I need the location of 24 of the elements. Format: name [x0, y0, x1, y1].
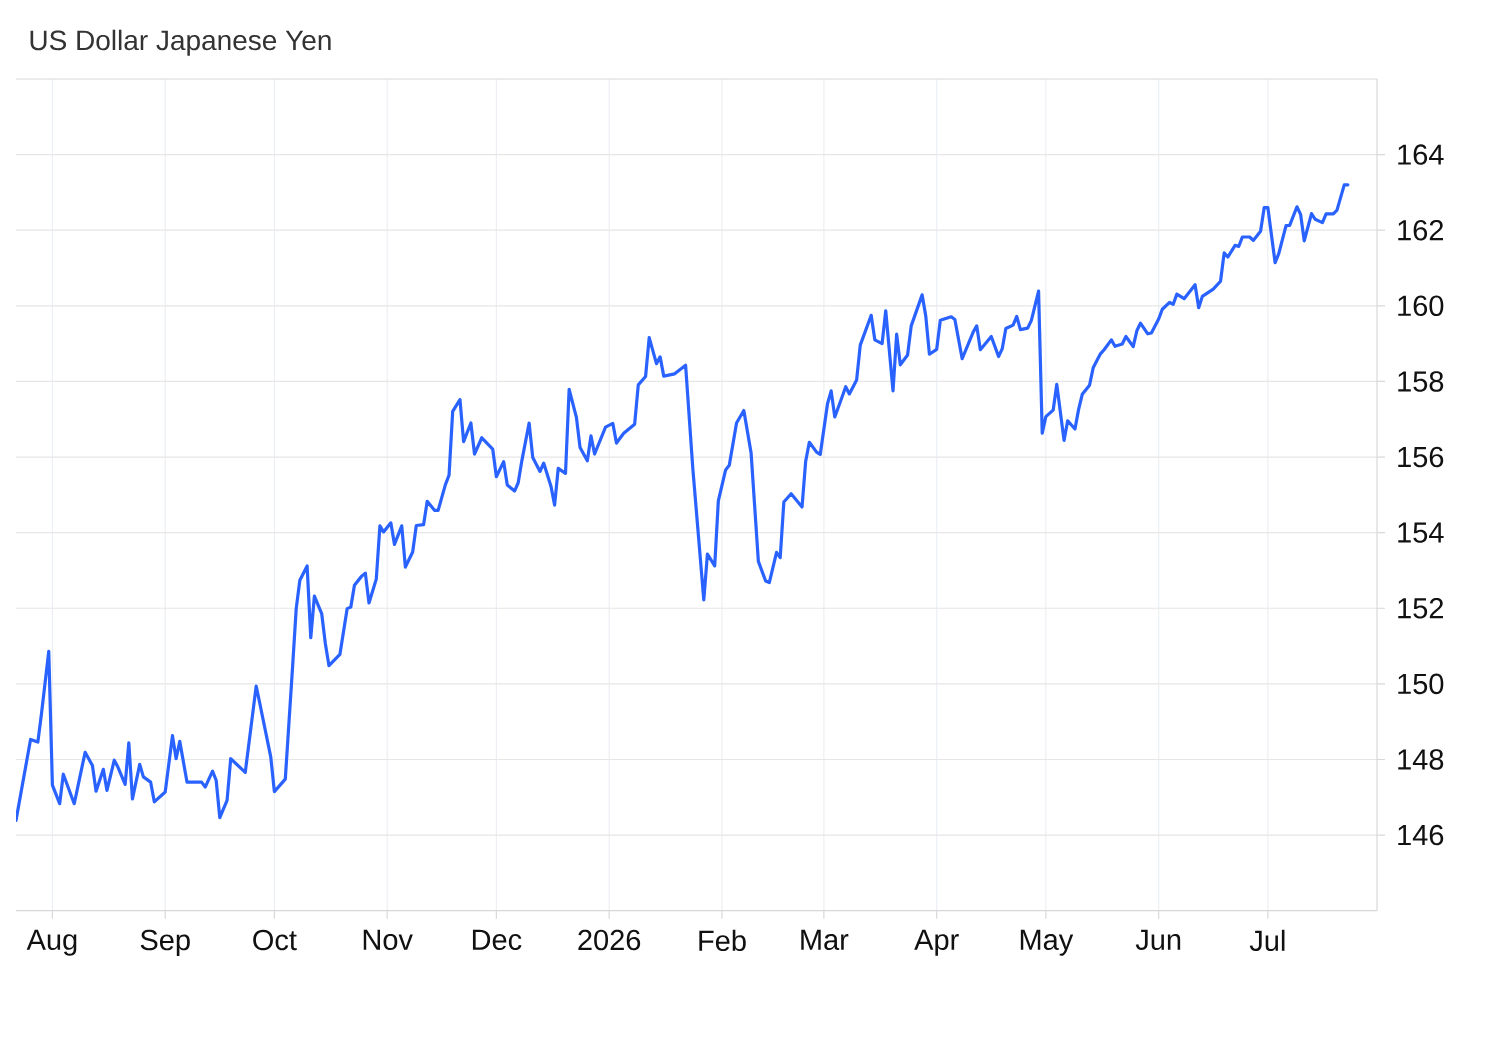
- x-tick-label: Feb: [699, 929, 746, 952]
- chart-title: US Dollar Japanese Yen: [30, 29, 331, 56]
- line-series: [16, 183, 1350, 822]
- x-tick-label: Nov: [363, 929, 413, 950]
- x-tick-label: Mar: [801, 929, 849, 950]
- x-tick-label: Oct: [253, 929, 297, 951]
- x-tick-label: Dec: [472, 929, 522, 950]
- x-tick-label: May: [1020, 929, 1074, 956]
- y-tick-label: 148: [1398, 749, 1444, 770]
- x-tick-label: Apr: [914, 929, 959, 956]
- y-tick-label: 150: [1398, 673, 1444, 695]
- y-tick-label: 160: [1398, 295, 1444, 317]
- y-tick-label: 156: [1398, 446, 1444, 468]
- x-tick-label: Jul: [1249, 929, 1285, 952]
- x-tick-label: 2026: [578, 929, 641, 951]
- x-tick-label: Sep: [140, 929, 190, 957]
- y-tick-label: 162: [1398, 219, 1444, 241]
- y-tick-label: 158: [1398, 371, 1444, 392]
- y-tick-label: 154: [1398, 522, 1444, 543]
- y-tick-label: 152: [1398, 597, 1444, 619]
- x-tick-label: Jun: [1135, 929, 1181, 950]
- y-tick-label: 164: [1398, 144, 1444, 165]
- y-tick-label: 146: [1398, 824, 1444, 846]
- x-tick-label: Aug: [26, 929, 77, 956]
